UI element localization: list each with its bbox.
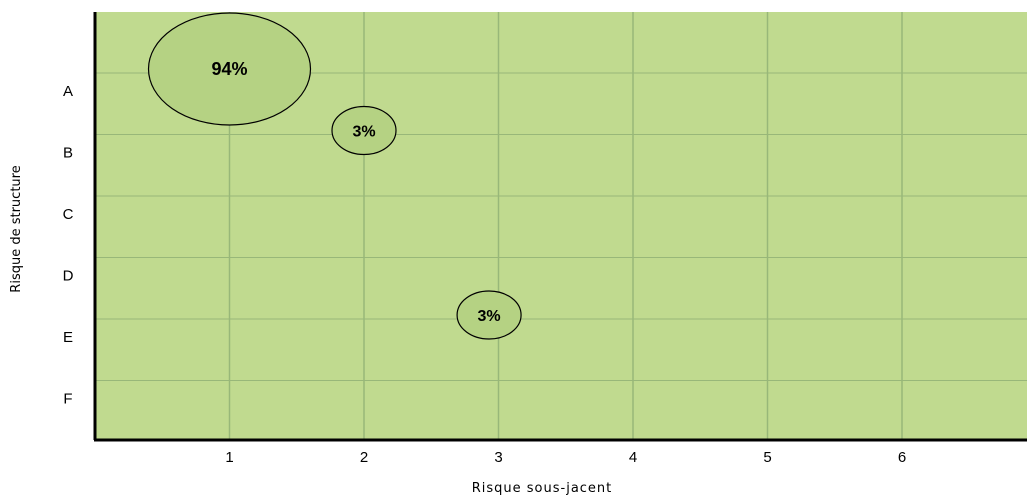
grid-lines: [95, 12, 1027, 440]
x-tick-label: 1: [225, 449, 233, 466]
y-tick-label: F: [63, 391, 72, 408]
bubble-label: 94%: [211, 59, 247, 79]
x-tick-label: 2: [360, 449, 368, 466]
bubbles: 94% 3% 3%: [147, 12, 522, 340]
bubble-shape: [456, 290, 522, 340]
x-tick-label: 5: [763, 449, 771, 466]
bubble: 94%: [147, 12, 312, 126]
y-tick-label: A: [63, 83, 73, 100]
bubble-label: 3%: [352, 124, 375, 141]
bubble: 3%: [456, 290, 522, 340]
x-axis-title: Risque sous-jacent: [472, 481, 613, 496]
bubble: 3%: [331, 105, 397, 156]
bubble-shape: [331, 105, 397, 156]
x-tick-label: 6: [898, 449, 906, 466]
y-tick-label: D: [63, 268, 74, 285]
x-tick-labels: 1 2 3 4 5 6: [225, 449, 906, 466]
y-axis-title: Risque de structure: [9, 165, 24, 292]
y-tick-label: C: [63, 206, 74, 223]
y-tick-labels: A B C D E F: [63, 83, 74, 408]
y-tick-label: E: [63, 329, 73, 346]
bubble-label: 3%: [478, 308, 501, 325]
axes: [93, 12, 1027, 442]
x-tick-label: 3: [494, 449, 502, 466]
bubble-shape: [147, 12, 312, 126]
y-tick-label: B: [63, 145, 73, 162]
x-tick-label: 4: [629, 449, 637, 466]
